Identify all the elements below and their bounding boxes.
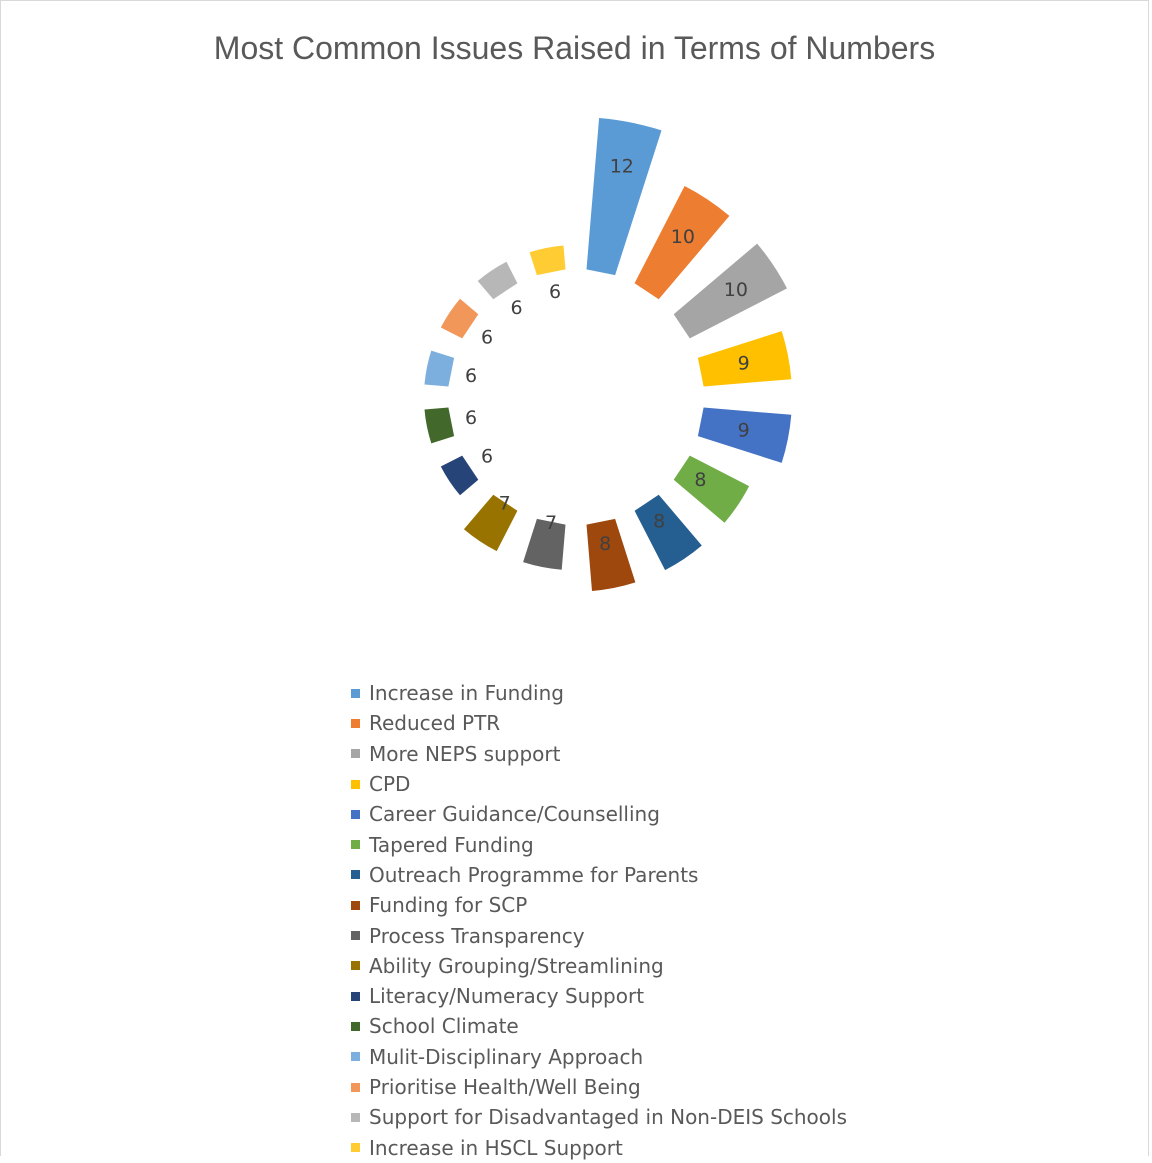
legend-swatch xyxy=(351,961,360,971)
pie-slice-more-neps-support xyxy=(673,243,787,339)
data-label-literacy-numeracy-support: 6 xyxy=(481,445,493,467)
pie-slice-increase-in-hscl-support xyxy=(529,245,566,276)
legend-label: Outreach Programme for Parents xyxy=(369,862,699,887)
legend-swatch xyxy=(351,1021,360,1031)
pie-slice-increase-in-funding xyxy=(586,118,662,276)
data-label-ability-grouping-streamlining: 7 xyxy=(499,493,511,515)
legend-label: Literacy/Numeracy Support xyxy=(369,984,645,1009)
pie-slice-process-transparency xyxy=(523,518,566,570)
legend-swatch xyxy=(351,688,360,698)
pie-slices xyxy=(424,118,792,591)
data-label-process-transparency: 7 xyxy=(545,512,557,534)
data-label-outreach-programme-for-parents: 8 xyxy=(653,510,665,532)
data-label-tapered-funding: 8 xyxy=(694,469,706,491)
legend: Increase in Funding Reduced PTR More NEPS … xyxy=(351,678,847,1163)
legend-label: Funding for SCP xyxy=(369,893,528,918)
legend-swatch xyxy=(351,840,360,850)
data-label-more-neps-support: 10 xyxy=(724,279,748,301)
legend-item-prioritise-health-well-being: Prioritise Health/Well Being xyxy=(351,1072,847,1102)
data-label-career-guidance-counselling: 9 xyxy=(738,419,750,441)
legend-item-tapered-funding: Tapered Funding xyxy=(351,829,847,859)
legend-item-increase-in-hscl-support: Increase in HSCL Support xyxy=(351,1132,847,1162)
legend-swatch xyxy=(351,718,360,728)
legend-swatch xyxy=(351,809,360,819)
legend-label: Increase in Funding xyxy=(369,681,564,706)
data-label-support-for-disadvantaged-in-non-deis-schools: 6 xyxy=(511,297,523,319)
data-label-cpd: 9 xyxy=(738,353,750,375)
data-label-mulit-disciplinary-approach: 6 xyxy=(465,365,477,387)
legend-label: Support for Disadvantaged in Non-DEIS Sc… xyxy=(369,1105,848,1130)
pie-slice-mulit-disciplinary-approach xyxy=(424,350,455,387)
data-label-increase-in-hscl-support: 6 xyxy=(549,281,561,303)
legend-item-school-climate: School Climate xyxy=(351,1011,847,1041)
legend-swatch xyxy=(351,991,360,1001)
legend-label: Tapered Funding xyxy=(369,832,534,857)
legend-label: More NEPS support xyxy=(369,741,561,766)
legend-label: Career Guidance/Counselling xyxy=(369,802,660,827)
data-label-increase-in-funding: 12 xyxy=(610,156,634,178)
legend-item-funding-for-scp: Funding for SCP xyxy=(351,890,847,920)
pie-slice-school-climate xyxy=(424,407,455,444)
pie-slice-literacy-numeracy-support xyxy=(440,455,479,496)
pie-slice-career-guidance-counselling xyxy=(697,407,792,463)
legend-item-process-transparency: Process Transparency xyxy=(351,920,847,950)
legend-item-outreach-programme-for-parents: Outreach Programme for Parents xyxy=(351,860,847,890)
data-label-funding-for-scp: 8 xyxy=(599,533,611,555)
legend-item-ability-grouping-streamlining: Ability Grouping/Streamlining xyxy=(351,951,847,981)
pie-slice-funding-for-scp xyxy=(586,518,636,591)
legend-swatch xyxy=(351,779,360,789)
legend-item-literacy-numeracy-support: Literacy/Numeracy Support xyxy=(351,981,847,1011)
legend-swatch xyxy=(351,749,360,759)
legend-item-career-guidance-counselling: Career Guidance/Counselling xyxy=(351,799,847,829)
legend-item-reduced-ptr: Reduced PTR xyxy=(351,708,847,738)
legend-label: CPD xyxy=(369,772,411,797)
data-label-reduced-ptr: 10 xyxy=(671,226,695,248)
pie-slice-outreach-programme-for-parents xyxy=(634,494,702,571)
legend-label: School Climate xyxy=(369,1014,519,1039)
pie-slice-prioritise-health-well-being xyxy=(440,298,479,339)
data-label-school-climate: 6 xyxy=(465,407,477,429)
pie-slice-reduced-ptr xyxy=(634,186,730,300)
legend-label: Reduced PTR xyxy=(369,711,501,736)
pie-slice-support-for-disadvantaged-in-non-deis-schools xyxy=(477,261,518,300)
legend-item-mulit-disciplinary-approach: Mulit-Disciplinary Approach xyxy=(351,1042,847,1072)
legend-swatch xyxy=(351,1052,360,1062)
legend-label: Mulit-Disciplinary Approach xyxy=(369,1044,644,1069)
legend-label: Ability Grouping/Streamlining xyxy=(369,953,664,978)
pie-slice-ability-grouping-streamlining xyxy=(463,494,518,552)
legend-item-more-neps-support: More NEPS support xyxy=(351,739,847,769)
legend-swatch xyxy=(351,931,360,941)
legend-swatch xyxy=(351,870,360,880)
legend-item-cpd: CPD xyxy=(351,769,847,799)
legend-label: Prioritise Health/Well Being xyxy=(369,1075,641,1099)
data-label-prioritise-health-well-being: 6 xyxy=(481,327,493,349)
legend-swatch xyxy=(351,1112,360,1122)
chart-title: Most Common Issues Raised in Terms of Nu… xyxy=(213,30,936,66)
legend-swatch xyxy=(351,1143,360,1153)
legend-swatch xyxy=(351,1082,360,1092)
legend-swatch xyxy=(351,900,360,910)
legend-item-support-for-disadvantaged-in-non-deis-schools: Support for Disadvantaged in Non-DEIS Sc… xyxy=(351,1102,847,1132)
pie-slice-cpd xyxy=(697,331,792,387)
legend-item-increase-in-funding: Increase in Funding xyxy=(351,678,847,708)
legend-label: Process Transparency xyxy=(369,923,585,948)
pie-slice-tapered-funding xyxy=(673,455,750,523)
